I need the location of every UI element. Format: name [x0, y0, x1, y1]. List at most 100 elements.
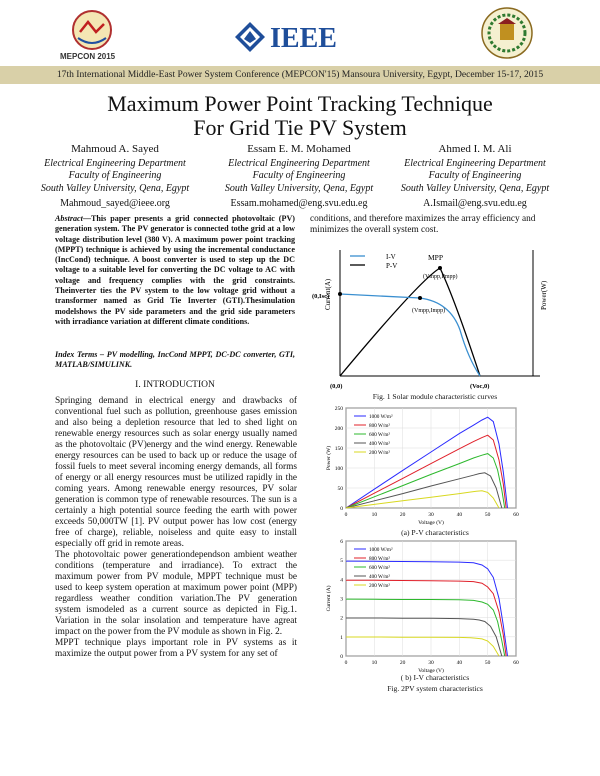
author-2: Essam E. M. Mohamed Electrical Engineeri…	[204, 143, 394, 210]
fig1-mpp-label: MPP	[428, 253, 443, 262]
legend-label: 200 W/m²	[369, 583, 390, 589]
y-tick-label: 100	[335, 466, 344, 472]
series-line	[345, 490, 500, 509]
abstract-label: Abstract	[55, 214, 83, 223]
ieee-logo: IEEE	[235, 22, 337, 54]
fig1-ylabel-right: Power(W)	[540, 280, 548, 310]
series-line	[346, 636, 500, 657]
author-faculty: Faculty of Engineering	[252, 170, 346, 182]
series-line	[345, 434, 507, 509]
x-axis-label: Voltage (V)	[418, 519, 444, 526]
y-tick-label: 200	[335, 426, 344, 432]
legend-label: 800 W/m²	[369, 556, 390, 562]
fig1-voc-label: (Voc,0)	[470, 383, 489, 390]
legend-label: 400 W/m²	[369, 574, 390, 580]
fig1-vmpp-impp: (Vmpp,Impp)	[412, 307, 445, 314]
intro-paragraph: MPPT technique plays important role in P…	[55, 638, 297, 659]
author-dept: Electrical Engineering Department	[404, 158, 546, 170]
fig1-isc-label: (0,Isc)	[312, 293, 329, 300]
section-heading: I. INTRODUCTION	[135, 380, 215, 390]
right-column-text: conditions, and therefore maximizes the …	[310, 214, 536, 235]
conference-line: 17th International Middle-East Power Sys…	[0, 66, 600, 84]
series-line	[345, 472, 503, 509]
legend-label: 1000 W/m²	[369, 414, 393, 420]
university-logo	[481, 7, 533, 59]
series-line	[345, 560, 508, 657]
x-tick-label: 60	[513, 660, 519, 666]
series-line	[346, 579, 507, 657]
y-tick-label: 3	[340, 597, 343, 603]
fig1-caption: Fig. 1 Solar module characteristic curve…	[372, 392, 498, 401]
fig1-pv-curve	[339, 267, 481, 377]
fig1-diagram: I-V P-V MPP (Vmpp,Pmpp) (Vmpp,Impp) (0,I…	[312, 250, 548, 390]
fig2b-caption: ( b) I-V characteristics	[400, 673, 470, 682]
fig1-legend-pv: P-V	[386, 262, 397, 270]
author-email: Essam.mohamed@eng.svu.edu.eg	[230, 197, 368, 209]
author-dept: Electrical Engineering Department	[228, 158, 370, 170]
abstract: Abstract—This paper presents a grid conn…	[55, 214, 295, 327]
x-tick-label: 50	[485, 512, 491, 518]
fig1-legend-iv: I-V	[386, 253, 396, 261]
legend-label: 600 W/m²	[369, 432, 390, 438]
x-tick-label: 50	[485, 660, 491, 666]
y-tick-label: 1	[340, 635, 343, 641]
fig2-caption: Fig. 2PV system characteristics	[387, 684, 483, 693]
fig1-ylabel-left: Current(A)	[324, 278, 332, 310]
abstract-text: —This paper presents a grid connected ph…	[55, 214, 295, 326]
y-axis-label: Current (A)	[325, 585, 332, 611]
fig1-mpp-point	[438, 266, 442, 270]
author-dept: Electrical Engineering Department	[44, 158, 186, 170]
ieee-text: IEEE	[270, 23, 337, 54]
author-3: Ahmed I. M. Ali Electrical Engineering D…	[380, 143, 570, 210]
author-faculty: Faculty of Engineering	[428, 170, 522, 182]
mepcon-label: MEPCON 2015	[60, 52, 116, 61]
intro-paragraph: Springing demand in electrical energy an…	[55, 396, 297, 549]
x-axis-label: Voltage (V)	[418, 667, 444, 674]
fig2a-chart: 0 10 20 30 40 50 60 0 50 100 150 200 250 Voltage (V) P…	[325, 406, 519, 526]
series-line	[345, 453, 506, 509]
fig2b-chart: 0 10 20 30 40 50 60 0 1 2 3 4 5 6 Voltage (V) Current (…	[325, 539, 519, 674]
legend-label: 200 W/m²	[369, 450, 390, 456]
y-tick-label: 0	[340, 654, 343, 660]
intro-paragraph: The photovoltaic power generationdepends…	[55, 550, 297, 637]
legend-label: 800 W/m²	[369, 423, 390, 429]
author-univ: South Valley University, Qena, Egypt	[224, 182, 374, 194]
mepcon-logo	[72, 10, 112, 50]
series-line	[346, 617, 503, 657]
y-tick-label: 4	[340, 577, 343, 583]
x-tick-label: 0	[345, 660, 348, 666]
x-tick-label: 10	[372, 660, 378, 666]
fig1-origin-label: (0,0)	[330, 383, 342, 390]
author-email: A.Ismail@eng.svu.edu.eg	[423, 197, 527, 209]
author-univ: South Valley University, Qena, Egypt	[400, 182, 550, 194]
legend-label: 1000 W/m²	[369, 547, 393, 553]
y-tick-label: 5	[340, 558, 343, 564]
y-tick-label: 2	[340, 616, 343, 622]
fig1-isc-point	[338, 292, 342, 296]
fig2a-caption: (a) P-V characteristics	[401, 528, 469, 537]
author-faculty: Faculty of Engineering	[68, 170, 162, 182]
conference-banner: MEPCON 2015 IEEE 17th International Midd…	[0, 0, 600, 88]
author-name: Essam E. M. Mohamed	[247, 143, 351, 155]
y-tick-label: 50	[338, 486, 344, 492]
author-1: Mahmoud A. Sayed Electrical Engineering …	[20, 143, 210, 210]
x-tick-label: 30	[428, 660, 434, 666]
x-tick-label: 20	[400, 512, 406, 518]
paper-title-line1: Maximum Power Point Tracking Technique	[107, 91, 493, 116]
fig1-impp-point	[418, 296, 422, 300]
index-terms: Index Terms – PV modelling, IncCond MPPT…	[55, 350, 295, 370]
x-tick-label: 40	[457, 512, 463, 518]
x-tick-label: 10	[372, 512, 378, 518]
x-tick-label: 60	[513, 512, 519, 518]
x-tick-label: 40	[457, 660, 463, 666]
intro-body: Springing demand in electrical energy an…	[55, 396, 297, 660]
series-line	[345, 416, 508, 509]
y-axis-label: Power (W)	[325, 446, 332, 470]
fig1-vmpp-pmpp: (Vmpp,Pmpp)	[423, 273, 458, 280]
y-tick-label: 250	[335, 406, 344, 412]
y-tick-label: 150	[335, 446, 344, 452]
series-line	[345, 598, 506, 657]
author-name: Ahmed I. M. Ali	[438, 143, 512, 155]
x-tick-label: 20	[400, 660, 406, 666]
x-tick-label: 0	[345, 512, 348, 518]
